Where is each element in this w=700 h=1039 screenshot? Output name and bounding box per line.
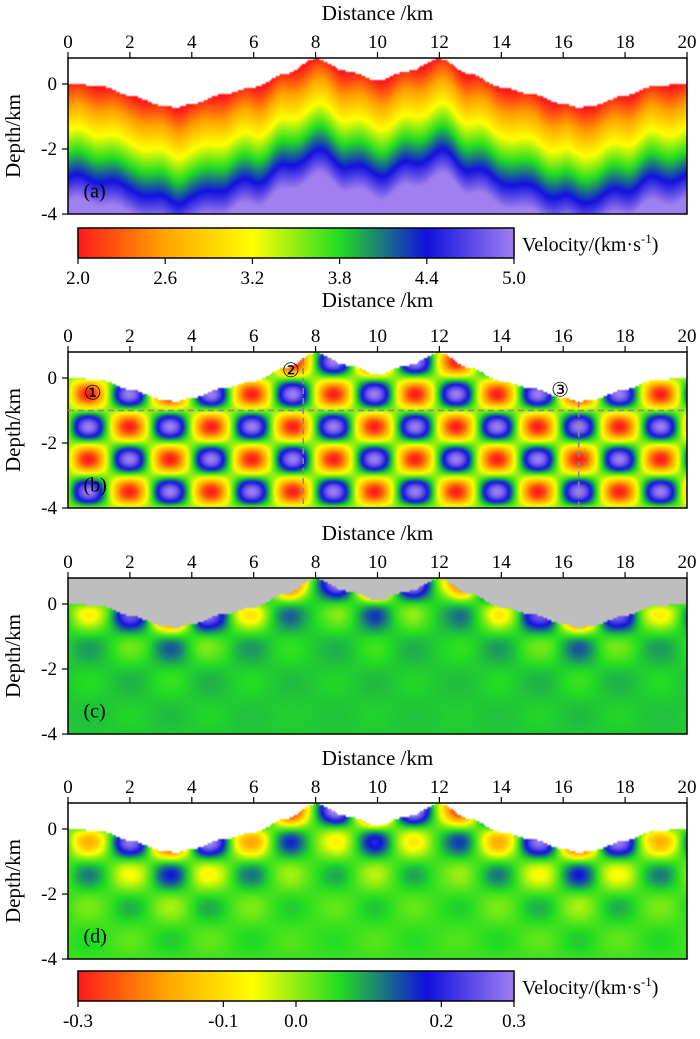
x-tick-label: 4 xyxy=(187,32,197,53)
x-tick-label: 6 xyxy=(249,326,259,347)
x-tick-label: 16 xyxy=(554,552,573,573)
x-tick-label: 20 xyxy=(678,777,697,798)
x-tick-label: 4 xyxy=(187,552,197,573)
heatmap-a xyxy=(68,58,687,214)
x-tick-label: 2 xyxy=(125,32,135,53)
x-tick-label: 8 xyxy=(311,552,321,573)
x-tick-label: 12 xyxy=(430,32,449,53)
y-axis-title: Depth/km xyxy=(1,94,25,178)
x-tick-label: 2 xyxy=(125,326,135,347)
x-tick-label: 14 xyxy=(492,552,512,573)
x-tick-label: 14 xyxy=(492,326,512,347)
x-tick-label: 0 xyxy=(63,777,73,798)
x-tick-label: 6 xyxy=(249,32,259,53)
colorbar-gradient xyxy=(77,227,515,259)
colorbar-tick-label: 3.8 xyxy=(328,268,352,289)
y-tick-label: 0 xyxy=(48,594,58,615)
panel-label: (a) xyxy=(83,180,105,202)
heatmap-b xyxy=(68,352,687,508)
colorbar-tick-label: 5.0 xyxy=(502,268,526,289)
x-tick-label: 18 xyxy=(616,777,635,798)
profile-marker: ① xyxy=(84,383,102,405)
colorbar-tick-label: 4.4 xyxy=(415,268,439,289)
x-tick-label: 0 xyxy=(63,552,73,573)
profile-marker: ③ xyxy=(551,379,569,401)
y-axis-title: Depth/km xyxy=(1,839,25,923)
panel-a: 0 2 4 6 8 10 12 14 16 18 20 Distance /km 0 -2 -4 Depth/… xyxy=(1,1,697,225)
y-tick-label: -4 xyxy=(41,949,57,970)
x-tick-label: 20 xyxy=(678,552,697,573)
x-tick-label: 0 xyxy=(63,32,73,53)
x-axis-title: Distance /km xyxy=(322,1,433,25)
x-axis-title: Distance /km xyxy=(322,521,433,545)
y-tick-label: 0 xyxy=(48,368,58,389)
panel-c: 0 2 4 6 8 10 12 14 16 18 20 Distance /km 0 -2 -4 Depth/… xyxy=(1,521,697,745)
colorbar-tick-label: 0.2 xyxy=(429,1011,453,1032)
y-tick-label: 0 xyxy=(48,74,58,95)
x-tick-label: 16 xyxy=(554,326,573,347)
panel-label: (c) xyxy=(83,700,105,722)
heatmap-c xyxy=(68,578,687,734)
x-tick-label: 14 xyxy=(492,32,512,53)
heatmap-d xyxy=(68,803,687,959)
x-tick-label: 10 xyxy=(368,552,387,573)
x-tick-label: 20 xyxy=(678,32,697,53)
colorbar-title: Velocity/(km·s-1) xyxy=(522,231,658,256)
colorbar-title: Velocity/(km·s-1) xyxy=(522,974,658,999)
colorbar-tick-label: 2.6 xyxy=(153,268,177,289)
y-tick-label: -4 xyxy=(41,204,57,225)
panel-d: 0 2 4 6 8 10 12 14 16 18 20 Distance /km 0 -2 -4 Depth/… xyxy=(1,746,697,970)
x-tick-label: 10 xyxy=(368,326,387,347)
colorbar-tick-label: 2.0 xyxy=(66,268,90,289)
colorbar-velocity: 2.0 2.6 3.2 3.8 4.4 5.0 Velocity/(km·s-1) xyxy=(66,227,658,289)
x-tick-label: 18 xyxy=(616,552,635,573)
colorbar-tick-label: 3.2 xyxy=(241,268,265,289)
colorbar-tick-label: 0.0 xyxy=(284,1011,308,1032)
colorbar-perturbation: -0.3 -0.1 0.0 0.2 0.3 Velocity/(km·s-1) xyxy=(63,970,658,1032)
x-tick-label: 8 xyxy=(311,326,321,347)
x-tick-label: 16 xyxy=(554,32,573,53)
x-tick-label: 14 xyxy=(492,777,512,798)
x-tick-label: 12 xyxy=(430,552,449,573)
x-axis-title: Distance /km xyxy=(322,288,433,312)
x-tick-label: 0 xyxy=(63,326,73,347)
y-tick-label: -2 xyxy=(41,433,57,454)
y-tick-label: -2 xyxy=(41,659,57,680)
x-tick-label: 4 xyxy=(187,777,197,798)
y-tick-label: -4 xyxy=(41,498,57,519)
x-tick-label: 10 xyxy=(368,777,387,798)
panel-b: 0 2 4 6 8 10 12 14 16 18 20 Distance /km 0 -2 -4 Depth/… xyxy=(1,288,697,519)
x-axis-title: Distance /km xyxy=(322,746,433,770)
x-tick-label: 6 xyxy=(249,777,259,798)
y-axis-title: Depth/km xyxy=(1,614,25,698)
y-tick-label: -2 xyxy=(41,884,57,905)
panel-label: (d) xyxy=(83,925,106,947)
colorbar-tick-label: 0.3 xyxy=(502,1011,526,1032)
profile-marker: ② xyxy=(282,360,300,382)
x-tick-label: 4 xyxy=(187,326,197,347)
x-tick-label: 6 xyxy=(249,552,259,573)
x-tick-label: 10 xyxy=(368,32,387,53)
x-tick-label: 8 xyxy=(311,32,321,53)
x-tick-label: 20 xyxy=(678,326,697,347)
y-tick-label: -4 xyxy=(41,724,57,745)
y-tick-label: -2 xyxy=(41,139,57,160)
x-tick-label: 2 xyxy=(125,552,135,573)
colorbar-gradient xyxy=(77,970,515,1002)
y-axis-title: Depth/km xyxy=(1,388,25,472)
y-tick-label: 0 xyxy=(48,819,58,840)
x-tick-label: 2 xyxy=(125,777,135,798)
x-tick-label: 16 xyxy=(554,777,573,798)
x-tick-label: 12 xyxy=(430,777,449,798)
x-tick-label: 12 xyxy=(430,326,449,347)
colorbar-tick-label: -0.1 xyxy=(208,1011,238,1032)
panel-label: (b) xyxy=(83,474,106,496)
x-tick-label: 8 xyxy=(311,777,321,798)
colorbar-tick-label: -0.3 xyxy=(63,1011,93,1032)
x-tick-label: 18 xyxy=(616,32,635,53)
x-tick-label: 18 xyxy=(616,326,635,347)
